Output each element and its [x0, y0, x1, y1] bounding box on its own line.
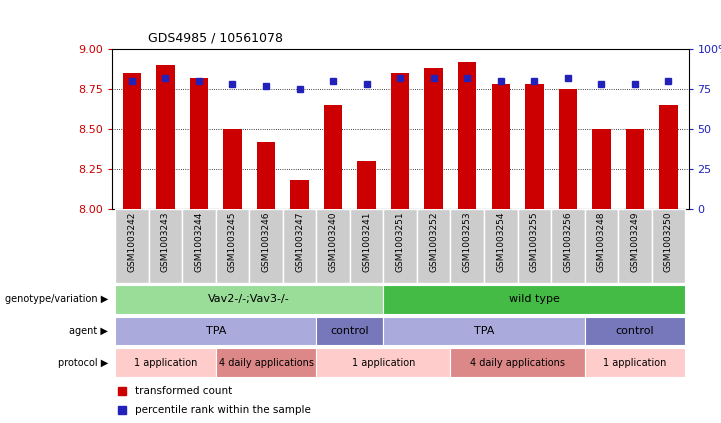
- Text: TPA: TPA: [474, 326, 494, 336]
- Text: GSM1003253: GSM1003253: [463, 212, 472, 272]
- Bar: [190, 77, 208, 209]
- Bar: [585, 209, 618, 283]
- Bar: [559, 89, 577, 209]
- Text: transformed count: transformed count: [135, 386, 232, 396]
- Bar: [317, 209, 350, 283]
- Bar: [350, 209, 384, 283]
- Bar: [115, 317, 317, 345]
- Bar: [484, 209, 518, 283]
- Bar: [585, 317, 685, 345]
- Bar: [626, 129, 644, 209]
- Bar: [451, 349, 585, 377]
- Text: agent ▶: agent ▶: [69, 326, 108, 336]
- Text: TPA: TPA: [205, 326, 226, 336]
- Bar: [525, 84, 544, 209]
- Bar: [317, 349, 451, 377]
- Text: GSM1003250: GSM1003250: [664, 212, 673, 272]
- Bar: [592, 129, 611, 209]
- Text: GSM1003241: GSM1003241: [362, 212, 371, 272]
- Bar: [518, 209, 551, 283]
- Text: Vav2-/-;Vav3-/-: Vav2-/-;Vav3-/-: [208, 294, 290, 304]
- Text: GSM1003248: GSM1003248: [597, 212, 606, 272]
- Text: percentile rank within the sample: percentile rank within the sample: [135, 405, 311, 415]
- Bar: [149, 209, 182, 283]
- Bar: [358, 161, 376, 209]
- Text: GSM1003242: GSM1003242: [128, 212, 136, 272]
- Bar: [391, 73, 410, 209]
- Bar: [384, 209, 417, 283]
- Bar: [115, 209, 149, 283]
- Text: control: control: [330, 326, 369, 336]
- Bar: [458, 61, 477, 209]
- Text: GSM1003247: GSM1003247: [295, 212, 304, 272]
- Bar: [283, 209, 317, 283]
- Bar: [551, 209, 585, 283]
- Text: 1 application: 1 application: [352, 358, 415, 368]
- Bar: [324, 105, 342, 209]
- Bar: [384, 317, 585, 345]
- Text: GSM1003256: GSM1003256: [563, 212, 572, 272]
- Text: GSM1003251: GSM1003251: [396, 212, 404, 272]
- Bar: [257, 142, 275, 209]
- Text: GSM1003240: GSM1003240: [329, 212, 337, 272]
- Bar: [618, 209, 652, 283]
- Text: GSM1003255: GSM1003255: [530, 212, 539, 272]
- Bar: [123, 73, 141, 209]
- Bar: [216, 349, 317, 377]
- Bar: [492, 84, 510, 209]
- Bar: [652, 209, 685, 283]
- Bar: [417, 209, 451, 283]
- Bar: [216, 209, 249, 283]
- Bar: [115, 285, 384, 313]
- Text: GSM1003252: GSM1003252: [429, 212, 438, 272]
- Text: 1 application: 1 application: [133, 358, 197, 368]
- Text: GSM1003245: GSM1003245: [228, 212, 237, 272]
- Text: GDS4985 / 10561078: GDS4985 / 10561078: [148, 31, 283, 44]
- Bar: [182, 209, 216, 283]
- Text: GSM1003246: GSM1003246: [262, 212, 270, 272]
- Bar: [317, 317, 384, 345]
- Bar: [451, 209, 484, 283]
- Bar: [156, 65, 174, 209]
- Text: 4 daily applications: 4 daily applications: [470, 358, 565, 368]
- Bar: [425, 68, 443, 209]
- Text: 4 daily applications: 4 daily applications: [218, 358, 314, 368]
- Text: genotype/variation ▶: genotype/variation ▶: [5, 294, 108, 304]
- Bar: [224, 129, 242, 209]
- Text: control: control: [616, 326, 654, 336]
- Bar: [659, 105, 678, 209]
- Text: protocol ▶: protocol ▶: [58, 358, 108, 368]
- Bar: [585, 349, 685, 377]
- Text: wild type: wild type: [509, 294, 559, 304]
- Bar: [115, 349, 216, 377]
- Text: 1 application: 1 application: [603, 358, 667, 368]
- Text: GSM1003244: GSM1003244: [195, 212, 203, 272]
- Bar: [291, 181, 309, 209]
- Text: GSM1003249: GSM1003249: [630, 212, 640, 272]
- Bar: [384, 285, 685, 313]
- Text: GSM1003254: GSM1003254: [496, 212, 505, 272]
- Text: GSM1003243: GSM1003243: [161, 212, 170, 272]
- Bar: [249, 209, 283, 283]
